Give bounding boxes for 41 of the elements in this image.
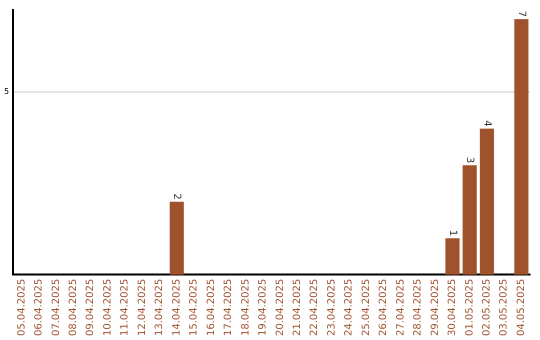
bar (462, 165, 477, 275)
bar (514, 19, 528, 275)
x-tick-label: 28.04.2025 (412, 278, 424, 336)
bar (445, 238, 460, 275)
x-tick-label: 01.05.2025 (464, 278, 476, 336)
x-tick-label: 05.04.2025 (16, 278, 28, 336)
data-label: 7 (516, 10, 527, 18)
x-tick-label: 12.04.2025 (136, 278, 148, 336)
x-tick-label: 24.04.2025 (344, 278, 355, 336)
data-label: 1 (446, 230, 458, 236)
x-tick-label: 20.04.2025 (274, 278, 286, 336)
x-tick-label: 30.04.2025 (447, 278, 458, 336)
x-tick-label: 09.04.2025 (85, 278, 96, 336)
bar (480, 128, 494, 275)
x-tick-label: 16.04.2025 (206, 278, 217, 336)
x-tick-label: 23.04.2025 (326, 278, 338, 336)
x-tick-label: 07.04.2025 (50, 278, 62, 336)
x-tick-label: 26.04.2025 (378, 278, 390, 336)
data-label: 2 (171, 193, 182, 200)
x-tick-label: 08.04.2025 (68, 278, 79, 336)
x-tick-label: 29.04.2025 (430, 278, 441, 336)
x-tick-label: 18.04.2025 (240, 278, 252, 336)
data-label: 3 (464, 156, 476, 164)
x-tick-label: 13.04.2025 (154, 278, 166, 336)
x-tick-label: 02.05.2025 (482, 278, 493, 336)
x-tick-label: 14.04.2025 (171, 278, 182, 336)
x-tick-label: 10.04.2025 (102, 278, 114, 336)
x-tick-label: 21.04.2025 (292, 278, 303, 336)
x-tick-label: 06.04.2025 (34, 278, 45, 336)
x-tick-label: 03.05.2025 (498, 278, 510, 336)
y-tick-label: 5 (4, 87, 10, 96)
x-tick-label: 27.04.2025 (395, 278, 406, 336)
x-tick-label: 15.04.2025 (188, 278, 200, 336)
data-label: 4 (481, 120, 492, 127)
x-tick-label: 19.04.2025 (258, 278, 269, 336)
x-tick-label: 17.04.2025 (223, 278, 234, 336)
x-tick-label: 11.04.2025 (120, 278, 131, 336)
x-tick-label: 04.05.2025 (516, 278, 527, 336)
bar (170, 202, 184, 275)
x-tick-label: 22.04.2025 (309, 278, 320, 336)
x-tick-label: 25.04.2025 (360, 278, 372, 336)
